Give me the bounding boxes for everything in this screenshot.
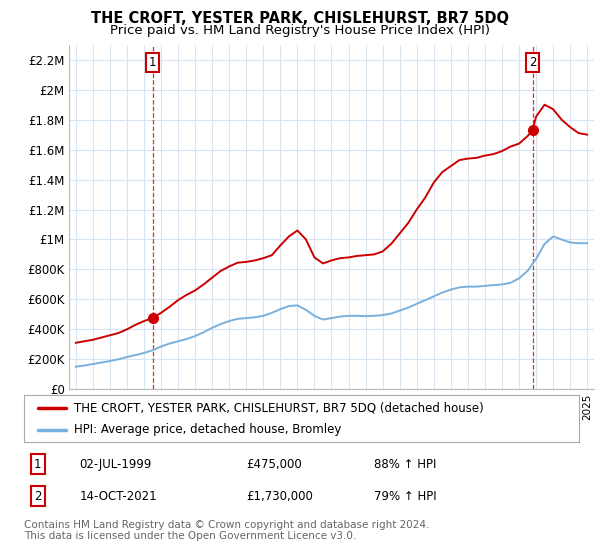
Text: Contains HM Land Registry data © Crown copyright and database right 2024.
This d: Contains HM Land Registry data © Crown c…: [24, 520, 430, 542]
Text: THE CROFT, YESTER PARK, CHISLEHURST, BR7 5DQ: THE CROFT, YESTER PARK, CHISLEHURST, BR7…: [91, 11, 509, 26]
Text: Price paid vs. HM Land Registry's House Price Index (HPI): Price paid vs. HM Land Registry's House …: [110, 24, 490, 36]
Text: HPI: Average price, detached house, Bromley: HPI: Average price, detached house, Brom…: [74, 423, 341, 436]
Text: 2: 2: [34, 490, 41, 503]
Text: 2: 2: [529, 56, 536, 69]
Text: THE CROFT, YESTER PARK, CHISLEHURST, BR7 5DQ (detached house): THE CROFT, YESTER PARK, CHISLEHURST, BR7…: [74, 401, 484, 414]
Text: 88% ↑ HPI: 88% ↑ HPI: [374, 458, 436, 470]
Text: £1,730,000: £1,730,000: [246, 490, 313, 503]
Text: 1: 1: [34, 458, 41, 470]
Text: 79% ↑ HPI: 79% ↑ HPI: [374, 490, 436, 503]
Text: 14-OCT-2021: 14-OCT-2021: [79, 490, 157, 503]
Text: 02-JUL-1999: 02-JUL-1999: [79, 458, 152, 470]
Text: £475,000: £475,000: [246, 458, 302, 470]
Text: 1: 1: [149, 56, 156, 69]
